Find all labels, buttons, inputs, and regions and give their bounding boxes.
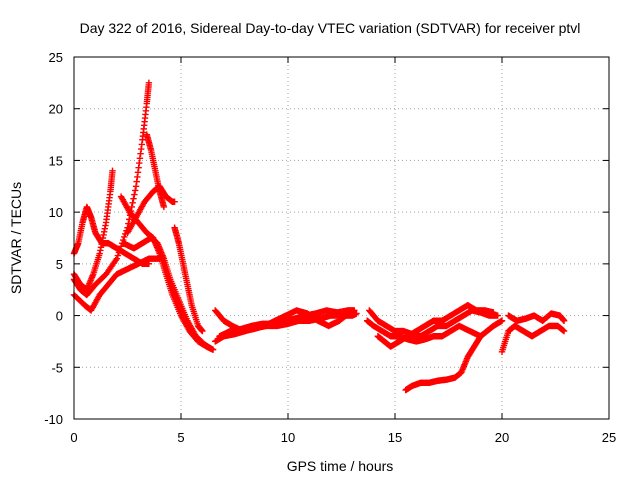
x-tick-label: 25 bbox=[602, 430, 616, 445]
series-track-18 bbox=[505, 310, 568, 324]
data-point bbox=[490, 309, 497, 316]
series-track-15 bbox=[374, 302, 497, 350]
y-tick-label: -5 bbox=[51, 360, 63, 375]
data-point bbox=[345, 310, 353, 317]
y-tick-label: 10 bbox=[49, 205, 63, 220]
series-track-9 bbox=[171, 224, 206, 335]
data-point bbox=[560, 327, 568, 335]
y-tick-label: 0 bbox=[56, 309, 63, 324]
data-point bbox=[114, 252, 122, 259]
x-tick-label: 15 bbox=[388, 430, 402, 445]
data-point bbox=[115, 249, 123, 256]
data-point bbox=[160, 203, 168, 211]
data-point bbox=[130, 195, 137, 202]
series-track-14 bbox=[366, 307, 501, 340]
x-tick-label: 0 bbox=[70, 430, 77, 445]
series-track-8 bbox=[124, 183, 178, 237]
data-point bbox=[126, 216, 133, 223]
series-track-16 bbox=[402, 317, 506, 394]
data-point bbox=[131, 191, 138, 198]
y-tick-label: 20 bbox=[49, 102, 63, 117]
grid bbox=[74, 57, 609, 419]
data-point bbox=[116, 246, 124, 253]
chart-title: Day 322 of 2016, Sidereal Day-to-day VTE… bbox=[80, 20, 581, 36]
data-point bbox=[129, 199, 136, 207]
data-point bbox=[346, 309, 354, 316]
data-point bbox=[145, 79, 153, 87]
series-track-17 bbox=[498, 322, 568, 355]
y-tick-label: 5 bbox=[56, 257, 63, 272]
y-tick-label: 25 bbox=[49, 50, 63, 65]
x-tick-label: 20 bbox=[495, 430, 509, 445]
data-point bbox=[494, 312, 501, 319]
data-point bbox=[109, 167, 116, 174]
series-track-3 bbox=[70, 79, 153, 299]
y-tick-label: -10 bbox=[44, 412, 63, 427]
data-point bbox=[199, 327, 206, 335]
tick-labels: 0 5 10 15 20 25 -10 -5 0 5 10 15 20 25 bbox=[44, 50, 616, 445]
series-track-4 bbox=[70, 255, 163, 314]
series-layer bbox=[70, 79, 568, 394]
data-point bbox=[498, 317, 506, 324]
x-tick-label: 10 bbox=[281, 430, 295, 445]
y-axis-title: SDTVAR / TECUs bbox=[8, 182, 24, 294]
data-point bbox=[171, 198, 178, 205]
data-point bbox=[113, 255, 120, 262]
series-track-2 bbox=[70, 167, 116, 293]
x-tick-label: 5 bbox=[177, 430, 184, 445]
y-tick-label: 15 bbox=[49, 153, 63, 168]
data-point bbox=[560, 317, 568, 324]
data-point bbox=[121, 233, 128, 241]
series-track-12 bbox=[212, 307, 354, 335]
series-track-6 bbox=[120, 234, 215, 352]
data-point bbox=[132, 187, 139, 194]
x-axis-title: GPS time / hours bbox=[287, 458, 394, 474]
data-point bbox=[351, 307, 358, 314]
plot-frame bbox=[73, 56, 610, 420]
data-point bbox=[207, 345, 215, 352]
